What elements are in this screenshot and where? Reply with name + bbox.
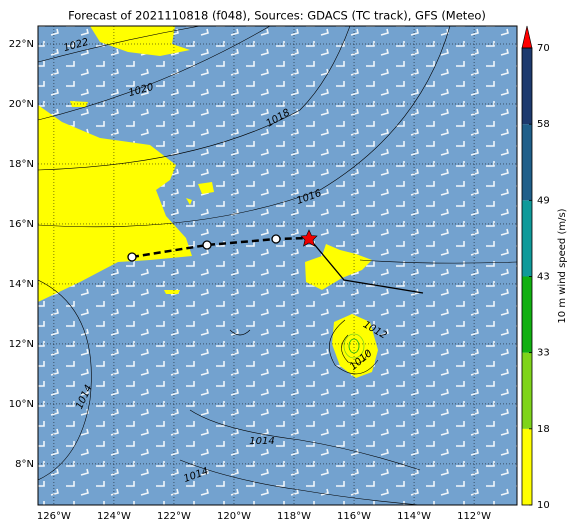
lon-label: 118°W bbox=[277, 511, 311, 522]
wind-speed-fill bbox=[38, 26, 378, 378]
lon-label: 126°W bbox=[37, 511, 71, 522]
lat-label: 10°N bbox=[9, 399, 34, 410]
colorbar-tick-label: 18 bbox=[537, 424, 550, 435]
lon-label: 122°W bbox=[157, 511, 191, 522]
colorbar-segment bbox=[522, 48, 532, 125]
lat-label: 12°N bbox=[9, 339, 34, 350]
axes: 22°N 20°N 18°N 16°N 14°N 12°N 10°N 8°N 126°W 124°… bbox=[9, 39, 491, 522]
lat-label: 20°N bbox=[9, 99, 34, 110]
colorbar-segment bbox=[522, 428, 532, 505]
wind-barbs bbox=[38, 26, 517, 505]
lon-label: 114°W bbox=[397, 511, 431, 522]
colorbar-tick-label: 10 bbox=[537, 500, 550, 511]
gridlines bbox=[38, 26, 517, 505]
colorbar-label: 10 m wind speed (m/s) bbox=[557, 208, 568, 323]
isobars bbox=[38, 26, 517, 505]
lat-label: 16°N bbox=[9, 219, 34, 230]
map-area: 1022 1020 1018 1016 1012 1010 1014 1014 … bbox=[38, 26, 517, 505]
isobar-label: 1014 bbox=[249, 436, 274, 447]
colorbar-extend bbox=[521, 25, 533, 49]
colorbar-tick-label: 43 bbox=[537, 272, 550, 283]
lon-label: 124°W bbox=[97, 511, 131, 522]
colorbar-tick-label: 70 bbox=[537, 43, 550, 54]
lon-label: 120°W bbox=[217, 511, 251, 522]
lat-label: 14°N bbox=[9, 279, 34, 290]
lon-label: 112°W bbox=[457, 511, 491, 522]
lat-label: 18°N bbox=[9, 159, 34, 170]
colorbar: 10 18 33 43 49 58 70 bbox=[521, 25, 550, 511]
colorbar-segment bbox=[522, 124, 532, 201]
colorbar-segment bbox=[522, 276, 532, 353]
tc-track bbox=[127, 229, 424, 294]
colorbar-segment bbox=[522, 200, 532, 277]
lat-label: 8°N bbox=[15, 459, 34, 470]
colorbar-tick-label: 58 bbox=[537, 119, 550, 130]
colorbar-segment bbox=[522, 352, 532, 429]
lon-label: 116°W bbox=[337, 511, 371, 522]
map-frame bbox=[37, 25, 518, 506]
lat-label: 22°N bbox=[9, 39, 34, 50]
colorbar-tick-label: 33 bbox=[537, 348, 550, 359]
colorbar-tick-label: 49 bbox=[537, 195, 550, 206]
title: Forecast of 2021110818 (f048), Sources: … bbox=[68, 9, 486, 23]
